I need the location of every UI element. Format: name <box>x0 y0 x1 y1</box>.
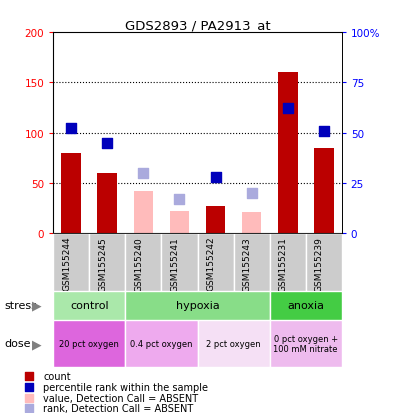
Bar <box>162 233 198 291</box>
Text: dose: dose <box>4 339 30 349</box>
Text: 0.4 pct oxygen: 0.4 pct oxygen <box>130 339 193 348</box>
Bar <box>270 291 342 320</box>
Text: GSM155245: GSM155245 <box>98 236 107 291</box>
Point <box>248 190 255 197</box>
Text: GSM155231: GSM155231 <box>278 236 288 291</box>
Text: GSM155241: GSM155241 <box>171 236 179 291</box>
Text: 20 pct oxygen: 20 pct oxygen <box>59 339 119 348</box>
Text: GSM155243: GSM155243 <box>243 236 252 291</box>
Text: anoxia: anoxia <box>287 301 324 311</box>
Point <box>68 126 75 133</box>
Bar <box>169 211 189 233</box>
Bar <box>242 212 261 233</box>
Text: stress: stress <box>4 301 37 311</box>
Point <box>281 346 287 352</box>
Bar <box>198 233 233 291</box>
Bar <box>89 233 126 291</box>
Text: percentile rank within the sample: percentile rank within the sample <box>43 382 209 392</box>
Bar <box>53 320 126 368</box>
Text: ▶: ▶ <box>32 337 41 350</box>
Text: GSM155240: GSM155240 <box>134 236 143 291</box>
Point <box>281 48 287 55</box>
Bar <box>126 233 162 291</box>
Title: GDS2893 / PA2913_at: GDS2893 / PA2913_at <box>125 19 270 32</box>
Text: GSM155239: GSM155239 <box>315 236 324 291</box>
Bar <box>270 320 342 368</box>
Text: control: control <box>70 301 109 311</box>
Text: GSM155244: GSM155244 <box>62 236 71 291</box>
Text: 2 pct oxygen: 2 pct oxygen <box>206 339 261 348</box>
Point <box>140 170 147 177</box>
Point <box>176 196 182 203</box>
Text: 0 pct oxygen +
100 mM nitrate: 0 pct oxygen + 100 mM nitrate <box>273 334 338 354</box>
Bar <box>53 291 126 320</box>
Point <box>284 106 291 112</box>
Bar <box>306 233 342 291</box>
Text: hypoxia: hypoxia <box>176 301 219 311</box>
Bar <box>206 206 226 233</box>
Text: ▶: ▶ <box>32 299 41 312</box>
Text: count: count <box>43 371 71 381</box>
Point <box>281 147 287 154</box>
Bar <box>126 320 198 368</box>
Point <box>104 140 111 147</box>
Point <box>281 247 287 253</box>
Bar <box>198 320 269 368</box>
Bar <box>233 233 270 291</box>
Bar <box>270 233 306 291</box>
Bar <box>53 233 89 291</box>
Point <box>320 128 327 135</box>
Bar <box>62 153 81 233</box>
Text: value, Detection Call = ABSENT: value, Detection Call = ABSENT <box>43 393 199 403</box>
Bar <box>98 173 117 233</box>
Text: rank, Detection Call = ABSENT: rank, Detection Call = ABSENT <box>43 404 194 413</box>
Bar <box>314 148 333 233</box>
Point <box>213 174 219 180</box>
Bar <box>278 73 297 233</box>
Bar <box>134 191 153 233</box>
Bar <box>126 291 270 320</box>
Text: GSM155242: GSM155242 <box>207 236 216 291</box>
